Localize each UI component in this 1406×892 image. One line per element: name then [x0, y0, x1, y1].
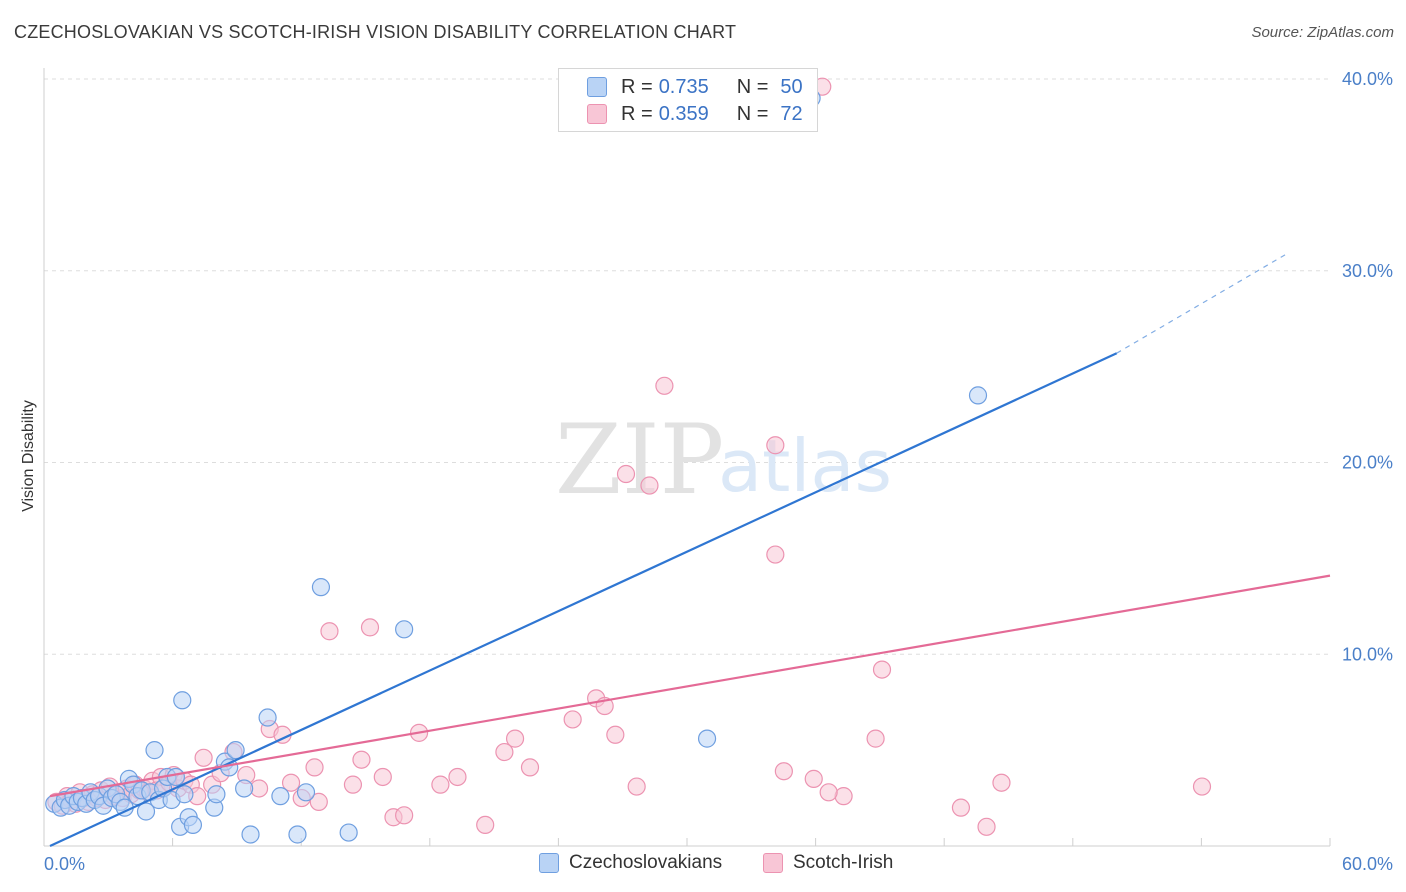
grid-lines: [44, 78, 1330, 655]
legend-row-scotch-irish: R = 0.359 N = 72: [587, 101, 803, 127]
bottom-legend-label: Czechoslovakians: [569, 852, 723, 873]
scotch-irish-point: [834, 787, 853, 806]
correlation-legend: R = 0.735 N = 50 R = 0.359 N = 72: [558, 68, 818, 132]
scotch-irish-point: [866, 729, 885, 748]
scotch-irish-point: [606, 725, 625, 744]
x-tick-label-max: 60.0%: [1342, 854, 1393, 874]
czechoslovakian-point: [271, 787, 290, 806]
scotch-irish-point: [520, 758, 540, 777]
y-tick-label: 20.0%: [1342, 453, 1393, 473]
scotch-irish-point: [505, 729, 525, 748]
bottom-legend-swatch-blue: [539, 853, 559, 873]
legend-n-label: N =: [736, 102, 769, 125]
legend-n-label: N =: [736, 75, 769, 98]
czechoslovakian-point: [288, 825, 307, 844]
scotch-irish-point: [194, 748, 213, 767]
legend-swatch-pink: [587, 104, 607, 124]
scotch-irish-point: [819, 783, 838, 802]
czechoslovakian-trendline-extension: [1116, 252, 1288, 354]
bottom-legend-label: Scotch-Irish: [793, 852, 894, 873]
czechoslovakian-point: [173, 691, 192, 710]
scotch-irish-point: [305, 758, 324, 777]
legend-r-value: 0.735: [658, 75, 709, 98]
czechoslovakian-point: [183, 815, 203, 835]
czechoslovakian-point: [175, 785, 194, 804]
chart-title: CZECHOSLOVAKIAN VS SCOTCH-IRISH VISION D…: [14, 22, 737, 42]
legend-r-value: 0.359: [658, 102, 709, 125]
watermark: ZIP atlas: [555, 404, 892, 516]
czechoslovakian-point: [136, 802, 156, 821]
bottom-legend-czechoslovakians: Czechoslovakians: [539, 852, 722, 874]
scotch-irish-point: [627, 777, 646, 796]
scotch-irish-point: [655, 376, 674, 395]
czechoslovakian-point: [339, 823, 358, 842]
scotch-irish-point: [360, 618, 380, 637]
bottom-legend-swatch-pink: [763, 853, 783, 873]
x-tick-labels: 0.0% 60.0%: [44, 854, 1393, 874]
czechoslovakian-point: [968, 386, 988, 405]
y-tick-label: 40.0%: [1342, 69, 1393, 89]
scotch-irish-point: [766, 545, 785, 564]
czechoslovakian-point: [207, 785, 226, 804]
scotch-irish-point: [281, 773, 301, 792]
czechoslovakian-trendline: [49, 352, 1118, 847]
scotch-irish-point: [431, 775, 450, 794]
czechoslovakian-point: [258, 708, 277, 727]
scotch-irish-point: [640, 476, 659, 495]
scotch-irish-point: [476, 815, 495, 835]
scotch-irish-point: [992, 773, 1011, 792]
legend-swatch-blue: [587, 77, 607, 97]
legend-r-label: R =: [621, 102, 653, 125]
scotch-irish-point: [563, 710, 582, 729]
y-tick-labels: 10.0% 20.0% 30.0% 40.0%: [1342, 69, 1393, 664]
czechoslovakian-point: [395, 620, 414, 639]
scotch-irish-point: [977, 817, 996, 836]
legend-row-czechoslovakians: R = 0.735 N = 50: [587, 74, 803, 100]
y-tick-label: 30.0%: [1342, 261, 1393, 281]
watermark-atlas: atlas: [718, 424, 892, 508]
trendlines: [49, 252, 1331, 847]
czechoslovakian-point: [311, 578, 331, 597]
czechoslovakian-point: [166, 767, 185, 787]
scotch-irish-point: [448, 767, 467, 787]
czechoslovakian-point: [296, 783, 316, 802]
scotch-irish-point: [495, 742, 514, 762]
scotch-irish-point: [1192, 777, 1212, 796]
legend-r-label: R =: [621, 75, 653, 98]
scotch-irish-point: [343, 775, 363, 794]
scotch-irish-point: [309, 792, 328, 811]
scotch-irish-point: [352, 750, 371, 769]
y-axis-title: Vision Disability: [20, 400, 37, 512]
y-tick-label: 10.0%: [1342, 644, 1393, 664]
x-tick-marks: [43, 838, 1331, 846]
czechoslovakian-points: [45, 89, 988, 844]
scotch-irish-point: [766, 436, 785, 455]
czechoslovakian-point: [145, 741, 164, 760]
scotch-irish-point: [804, 769, 823, 788]
czechoslovakian-point: [235, 779, 254, 798]
scotch-irish-point: [951, 798, 971, 817]
scotch-irish-point: [320, 622, 339, 641]
czechoslovakian-point: [697, 729, 717, 748]
legend-n-value: 72: [780, 102, 803, 125]
legend-n-value: 50: [780, 75, 803, 98]
czechoslovakian-point: [226, 741, 245, 760]
scotch-irish-point: [373, 767, 392, 787]
scotch-irish-point: [395, 806, 414, 825]
czechoslovakian-point: [241, 825, 260, 844]
scotch-irish-point: [774, 762, 793, 781]
scotch-irish-point: [616, 464, 636, 484]
x-tick-label-min: 0.0%: [44, 854, 85, 874]
scotch-irish-trendline: [49, 574, 1331, 798]
source-label: Source: ZipAtlas.com: [1251, 24, 1394, 41]
watermark-zip: ZIP: [555, 404, 724, 516]
bottom-legend-scotch-irish: Scotch-Irish: [763, 852, 893, 874]
scotch-irish-point: [872, 660, 892, 679]
